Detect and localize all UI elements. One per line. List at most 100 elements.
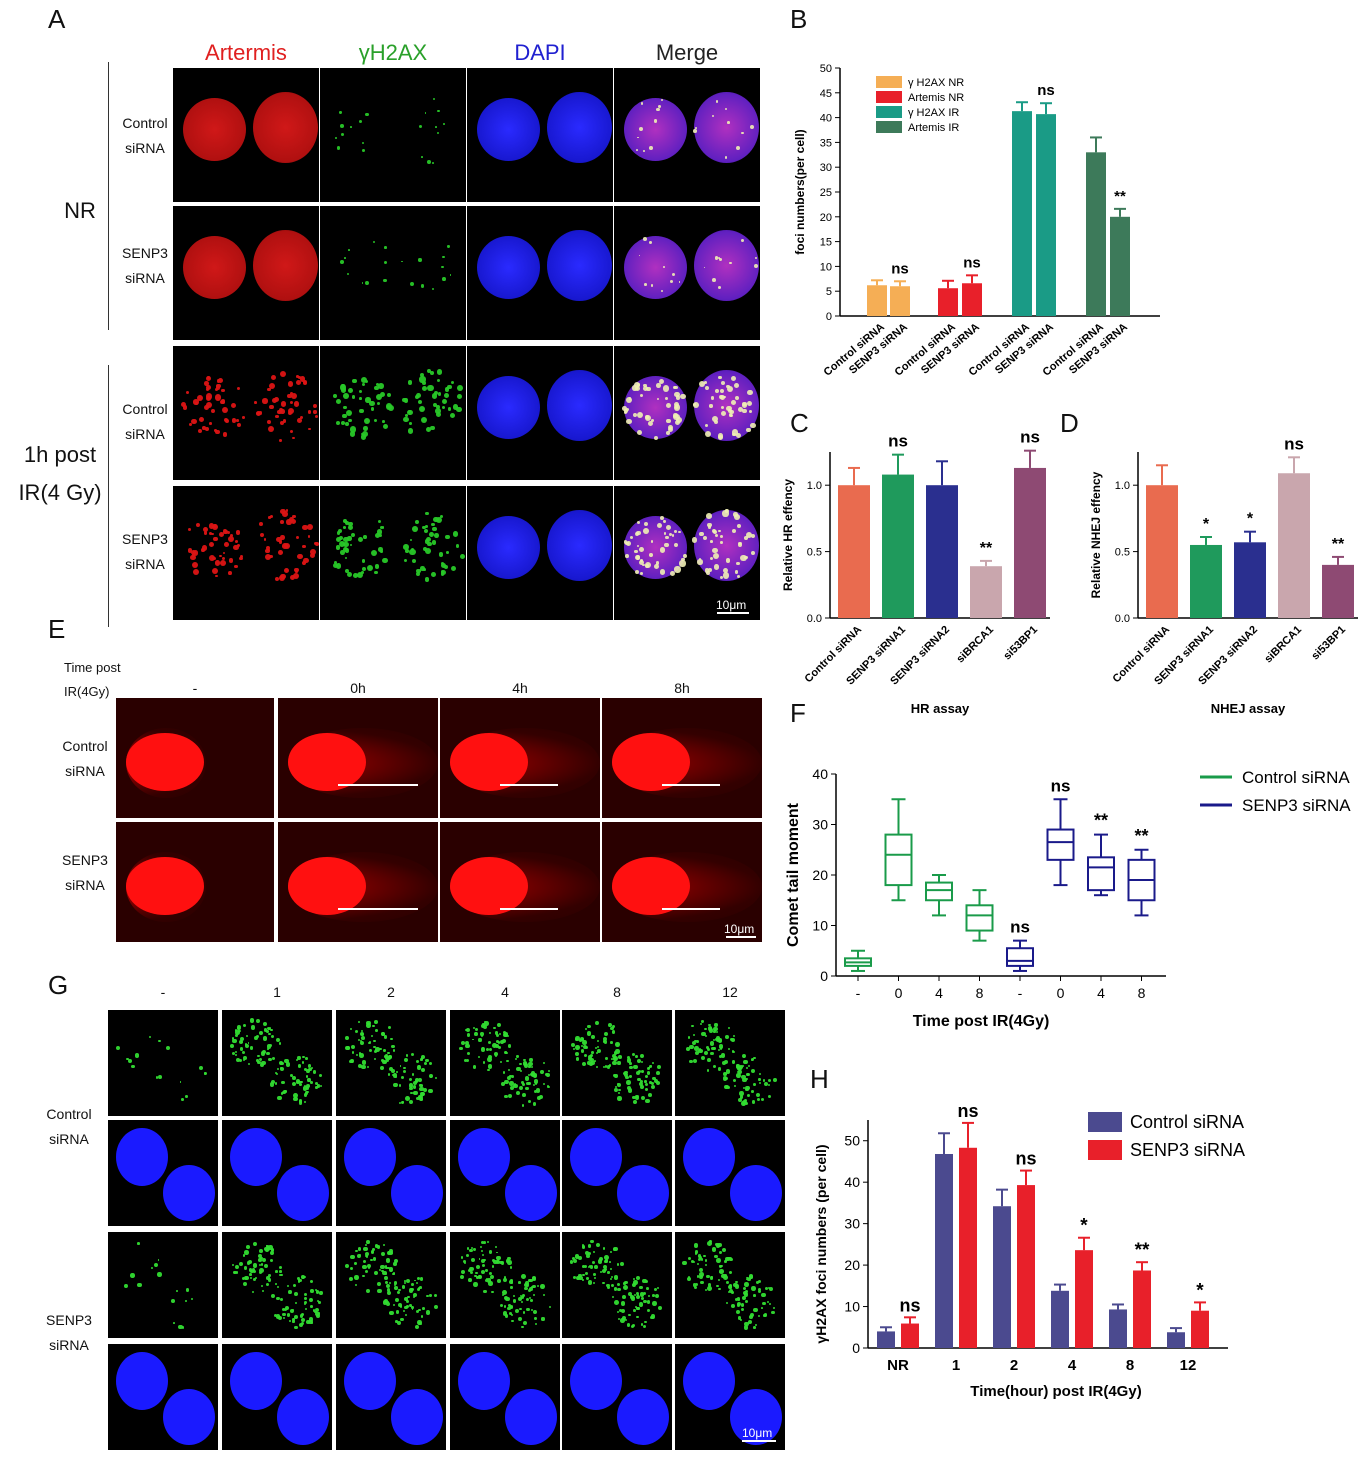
significance-1: ns — [899, 1295, 920, 1315]
focus-dot — [534, 1079, 539, 1084]
focus-dot — [690, 1260, 694, 1264]
focus-dot — [646, 1070, 651, 1075]
focus-dot — [671, 272, 676, 277]
focus-dot — [127, 1058, 132, 1063]
focus-dot — [393, 1258, 399, 1264]
focus-dot — [723, 567, 729, 573]
focus-dot — [720, 1053, 726, 1058]
focus-dot — [496, 1279, 501, 1284]
focus-dot — [363, 426, 368, 431]
focus-dot — [270, 1248, 274, 1252]
focus-dot — [375, 382, 380, 387]
focus-dot — [237, 387, 241, 390]
focus-dot — [441, 563, 446, 569]
focus-dot — [409, 421, 412, 425]
focus-dot — [292, 1093, 298, 1099]
focus-dot — [639, 560, 645, 566]
focus-dot — [520, 1069, 523, 1072]
panel-a-header-gh2ax: γH2AX — [358, 40, 428, 65]
focus-dot — [688, 1256, 692, 1260]
y-tick-label: 0.5 — [807, 547, 822, 559]
panel-a-image-r3-green — [320, 346, 466, 480]
nucleus — [163, 1389, 215, 1445]
focus-dot — [735, 1297, 739, 1301]
focus-dot — [428, 1074, 433, 1078]
focus-dot — [618, 1308, 623, 1313]
focus-dot — [582, 1265, 585, 1269]
focus-dot — [387, 392, 392, 398]
focus-dot — [524, 1075, 530, 1081]
focus-dot — [261, 1060, 266, 1066]
focus-dot — [757, 1287, 761, 1292]
focus-dot — [630, 1296, 636, 1301]
focus-dot — [662, 385, 669, 392]
focus-dot — [351, 533, 356, 538]
panel-c-letter: C — [790, 408, 809, 438]
focus-dot — [279, 1067, 282, 1069]
focus-dot — [385, 1054, 389, 1057]
focus-dot — [189, 422, 193, 426]
focus-dot — [509, 1074, 513, 1078]
focus-dot — [239, 557, 243, 561]
focus-dot — [280, 1092, 284, 1095]
focus-dot — [639, 1302, 644, 1307]
focus-dot — [343, 518, 347, 523]
focus-dot — [392, 1049, 396, 1053]
panel-g-image-r2-c5 — [562, 1120, 672, 1226]
focus-dot — [376, 529, 382, 535]
focus-dot — [632, 1053, 636, 1057]
focus-dot — [426, 1310, 431, 1315]
focus-dot — [312, 403, 317, 409]
focus-dot — [399, 1064, 402, 1067]
focus-dot — [515, 1090, 520, 1095]
focus-dot — [332, 393, 337, 398]
focus-dot — [474, 1027, 478, 1032]
focus-dot — [687, 1036, 691, 1039]
focus-dot — [404, 414, 408, 417]
focus-dot — [411, 1306, 414, 1310]
panel-a-image-r4-merge — [614, 486, 760, 620]
focus-dot — [736, 145, 741, 150]
focus-dot — [615, 1042, 620, 1047]
focus-dot — [524, 1286, 528, 1290]
focus-dot — [384, 1275, 389, 1280]
x-tick-label-1: - — [856, 985, 861, 1001]
focus-dot — [213, 536, 218, 541]
focus-dot — [665, 536, 669, 540]
focus-dot — [724, 156, 728, 159]
focus-dot — [602, 1265, 607, 1270]
panel-g-col-1: - — [160, 984, 166, 1000]
focus-dot — [402, 1285, 406, 1289]
focus-dot — [679, 560, 686, 567]
significance-4: * — [1080, 1216, 1088, 1237]
panel-e-comet-r2-c2 — [278, 822, 438, 942]
focus-dot — [487, 1068, 490, 1072]
panel-g-image-r1-c1 — [108, 1010, 218, 1116]
y-tick-label: 45 — [820, 88, 832, 100]
focus-dot — [309, 1305, 313, 1309]
focus-dot — [501, 1293, 504, 1296]
focus-dot — [234, 1265, 239, 1270]
x-tick-label-5: 8 — [1126, 1357, 1134, 1374]
focus-dot — [193, 569, 200, 576]
focus-dot — [239, 1047, 244, 1051]
focus-dot — [722, 572, 730, 579]
focus-dot — [735, 1064, 740, 1068]
focus-dot — [481, 1250, 484, 1253]
focus-dot — [620, 1308, 625, 1313]
panel-a-header-dapi: DAPI — [514, 40, 566, 65]
focus-dot — [312, 1309, 316, 1312]
focus-dot — [296, 1080, 300, 1085]
focus-dot — [632, 385, 638, 391]
focus-dot — [626, 418, 633, 425]
focus-dot — [478, 1038, 482, 1042]
focus-dot — [435, 126, 437, 128]
focus-dot — [357, 1247, 361, 1251]
focus-dot — [648, 241, 652, 245]
focus-dot — [641, 563, 645, 567]
focus-dot — [754, 1323, 757, 1326]
focus-dot — [712, 277, 717, 282]
focus-dot — [418, 1077, 423, 1082]
focus-dot — [503, 1305, 507, 1309]
focus-dot — [227, 535, 235, 543]
